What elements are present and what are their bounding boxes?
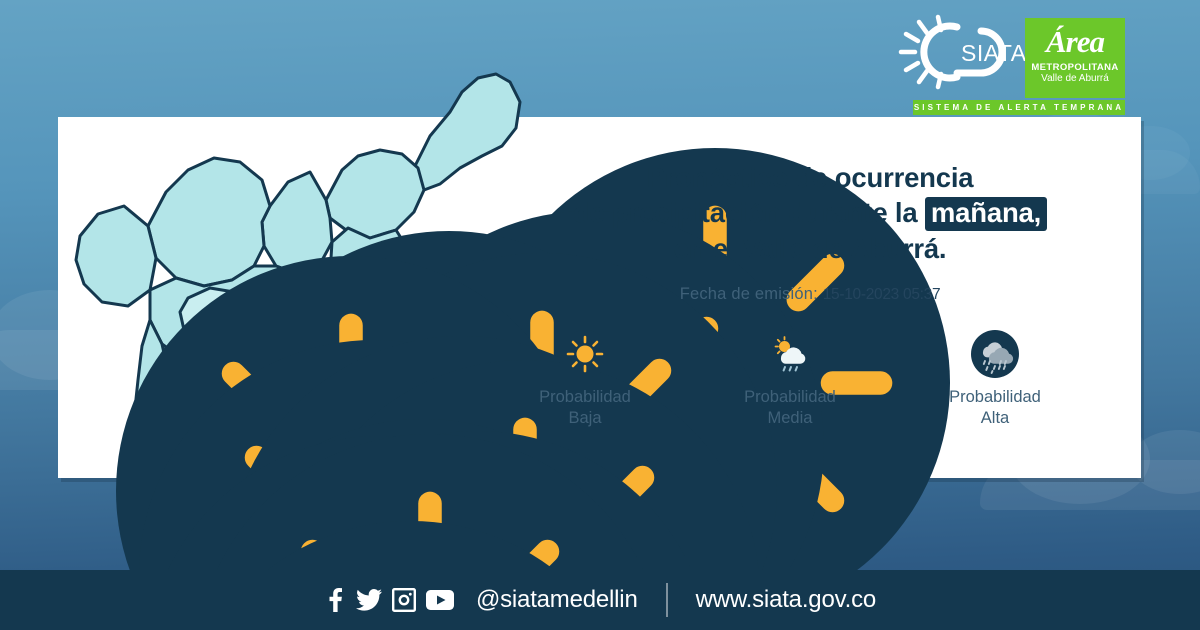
issue-date-label: Fecha de emisión: — [679, 285, 818, 303]
sun-icon — [290, 335, 760, 630]
sun-icon — [561, 330, 609, 378]
issue-date: Fecha de emisión: 15-10-2023 05:37 — [510, 285, 1110, 304]
title-highlight-period: mañana, — [924, 197, 1048, 231]
title-line-3: en el Valle de Aburrá. — [673, 233, 947, 264]
sun-icon — [145, 411, 612, 630]
sun-icon — [176, 496, 610, 630]
legend-item-alta: Probabilidad Alta — [915, 330, 1075, 429]
title-line-2-text: de precipitación durante la — [572, 197, 918, 228]
tagline-strip: SISTEMA DE ALERTA TEMPRANA — [913, 100, 1125, 115]
title-line-1: Pronóstico de ocurrencia — [646, 162, 974, 193]
header-logos: SIATA Área METROPOLITANA Valle de Aburrá… — [895, 12, 1135, 115]
issue-date-value: 15-10-2023 05:37 — [822, 286, 941, 303]
legend-label-baja: Probabilidad Baja — [505, 387, 665, 429]
forecast-panel: Pronóstico de ocurrencia de precipitació… — [510, 160, 1110, 304]
facebook-icon[interactable] — [324, 588, 346, 612]
legend-label-line1: Probabilidad — [744, 388, 836, 406]
legend-label-media: Probabilidad Media — [710, 387, 870, 429]
sun-icon — [116, 231, 586, 630]
sun-icon — [227, 311, 697, 630]
valle-de-aburra-map: N — [58, 50, 950, 630]
legend-label-line1: Probabilidad — [949, 388, 1041, 406]
page-title: Pronóstico de ocurrencia de precipitació… — [510, 160, 1110, 266]
siata-logo: SIATA — [895, 14, 1026, 90]
area-metropolitana-logo: Área METROPOLITANA Valle de Aburrá — [1025, 18, 1125, 98]
legend-label-line2: Media — [767, 409, 813, 427]
legend-label-alta: Probabilidad Alta — [915, 387, 1075, 429]
legend-label-line1: Probabilidad — [539, 388, 631, 406]
probability-legend: Probabilidad Baja — [505, 330, 1075, 429]
sun-icon — [195, 409, 662, 630]
area-logo-script: Área — [1046, 24, 1105, 59]
svg-text:SIATA: SIATA — [961, 40, 1025, 66]
youtube-icon[interactable] — [425, 590, 454, 610]
area-logo-line1: METROPOLITANA — [1031, 62, 1119, 73]
legend-label-line2: Baja — [568, 409, 602, 427]
twitter-icon[interactable] — [355, 588, 382, 612]
legend-item-media: Probabilidad Media — [710, 330, 870, 429]
title-line-2: de precipitación durante la mañana, — [510, 195, 1110, 231]
footer-divider — [665, 583, 668, 617]
social-handle[interactable]: @siatamedellin — [475, 586, 638, 613]
social-links — [324, 588, 454, 612]
sun-icon — [139, 315, 609, 630]
area-logo-line2: Valle de Aburrá — [1041, 73, 1109, 84]
legend-label-line2: Alta — [980, 409, 1010, 427]
website-url[interactable]: www.siata.gov.co — [695, 586, 877, 613]
footer-bar: @siatamedellin www.siata.gov.co — [0, 570, 1200, 630]
sun-rain-icon — [766, 330, 814, 378]
heavy-rain-icon — [971, 330, 1019, 378]
legend-item-baja: Probabilidad Baja — [505, 330, 665, 429]
instagram-icon[interactable] — [391, 588, 416, 612]
